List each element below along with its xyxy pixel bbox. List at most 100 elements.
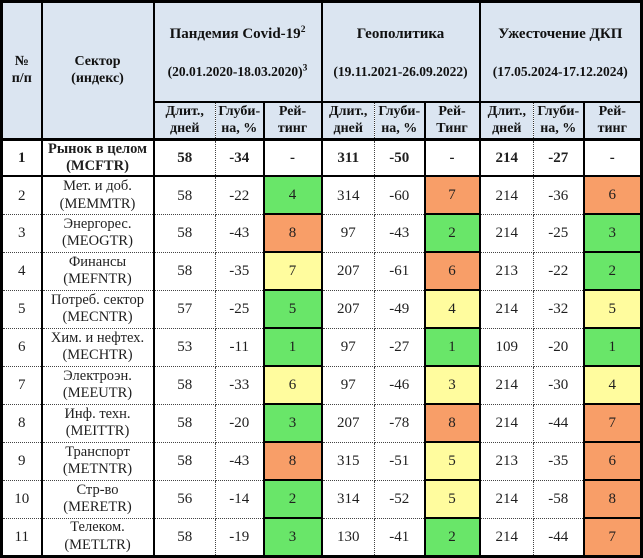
rating-cell: -: [582, 137, 643, 178]
duration-cell: 314: [321, 175, 375, 215]
sector-cell: Инф. техн. (MEITTR): [41, 403, 155, 443]
table-row: 9 Транспорт (METNTR) 58 -43 8 315 -51 5 …: [1, 441, 643, 482]
sector-name: Транспорт: [65, 443, 130, 460]
subheader-duration: Длит., дней: [478, 100, 535, 141]
rating-cell: -: [423, 137, 481, 178]
rating-cell: 5: [582, 289, 643, 330]
duration-cell: 314: [321, 479, 375, 519]
sector-cell: Электроэн. (MEEUTR): [41, 365, 155, 405]
rating-cell: 8: [262, 213, 323, 254]
depth-cell: -49: [374, 289, 425, 329]
sector-index-ticker: (METLTR): [64, 536, 131, 553]
sector-index-ticker: (METNTR): [62, 461, 133, 478]
sector-index-ticker: (MERETR): [63, 499, 132, 516]
depth-cell: -46: [374, 365, 425, 405]
group-period: (17.05.2024-17.12.2024): [492, 64, 628, 79]
duration-cell: 214: [479, 403, 535, 443]
depth-cell: -44: [533, 517, 585, 557]
duration-cell: 207: [321, 289, 375, 329]
sector-index-ticker: (MEOGTR): [62, 233, 133, 250]
rating-cell: 5: [262, 289, 323, 330]
row-number-cell: 7: [1, 365, 43, 405]
depth-cell: -22: [533, 251, 585, 291]
rating-cell: 7: [582, 517, 643, 558]
group-period: (20.01.2020-18.03.2020)3: [167, 63, 308, 79]
sector-index-ticker: (MECHTR): [62, 347, 133, 364]
row-number-cell: 5: [1, 289, 43, 329]
duration-cell: 214: [479, 213, 535, 253]
rating-cell: 1: [262, 327, 323, 368]
sector-name: Мет. и доб.: [63, 178, 132, 195]
sector-cell: Финансы (MEFNTR): [41, 251, 155, 291]
group-title: Пандемия Covid-192: [169, 25, 306, 42]
rating-cell: -: [262, 137, 323, 178]
depth-cell: -43: [215, 441, 264, 481]
rating-cell: 3: [262, 403, 323, 444]
footnote-marker: 2: [300, 25, 306, 35]
group-header-geopolitics: Геополитика (19.11.2021-26.09.2022): [320, 0, 481, 103]
rating-cell: 7: [582, 403, 643, 444]
duration-cell: 58: [153, 213, 216, 253]
depth-cell: -25: [215, 289, 264, 329]
depth-cell: -30: [533, 365, 585, 405]
sector-cell: Потреб. сектор (MECNTR): [41, 289, 155, 329]
sector-name: Финансы: [68, 253, 127, 270]
rating-cell: 2: [582, 251, 643, 292]
depth-cell: -34: [215, 137, 264, 178]
subheader-depth: Глуби- на, %: [215, 100, 265, 141]
duration-cell: 214: [479, 289, 535, 329]
depth-cell: -11: [215, 327, 264, 367]
duration-cell: 58: [153, 175, 216, 215]
depth-cell: -44: [533, 403, 585, 443]
duration-cell: 97: [321, 213, 375, 253]
row-number-cell: 1: [1, 137, 43, 178]
group-header-covid: Пандемия Covid-192 (20.01.2020-18.03.202…: [152, 0, 323, 103]
table-row: 6 Хим. и нефтех. (MECHTR) 53 -11 1 97 -2…: [1, 327, 643, 368]
table-body: 1 Рынок в целом (MCFTR) 58 -34 - 311 -50…: [1, 137, 643, 558]
row-number-cell: 8: [1, 403, 43, 443]
row-number-cell: 9: [1, 441, 43, 481]
duration-cell: 214: [479, 175, 535, 215]
table-row: 1 Рынок в целом (MCFTR) 58 -34 - 311 -50…: [1, 137, 643, 178]
duration-cell: 213: [479, 251, 535, 291]
depth-cell: -43: [374, 213, 425, 253]
col-header-num: № п/п: [0, 0, 43, 141]
depth-cell: -32: [533, 289, 585, 329]
depth-cell: -14: [215, 479, 264, 519]
rating-cell: 2: [423, 213, 481, 254]
table-row: 7 Электроэн. (MEEUTR) 58 -33 6 97 -46 3 …: [1, 365, 643, 406]
rating-cell: 7: [423, 175, 481, 216]
group-period: (19.11.2021-26.09.2022): [333, 64, 468, 79]
depth-cell: -22: [215, 175, 264, 215]
row-number-cell: 11: [1, 517, 43, 557]
sector-name: Хим. и нефтех.: [50, 329, 145, 346]
row-number-cell: 3: [1, 213, 43, 253]
sector-cell: Энергорес. (MEOGTR): [41, 213, 155, 253]
duration-cell: 214: [479, 365, 535, 405]
sector-cell: Транспорт (METNTR): [41, 441, 155, 481]
table-row: 5 Потреб. сектор (MECNTR) 57 -25 5 207 -…: [1, 289, 643, 330]
depth-cell: -35: [533, 441, 585, 481]
rating-cell: 3: [582, 213, 643, 254]
sector-cell: Хим. и нефтех. (MECHTR): [41, 327, 155, 367]
footnote-marker: 3: [302, 63, 308, 74]
depth-cell: -36: [533, 175, 585, 215]
sector-cell: Рынок в целом (MCFTR): [41, 137, 155, 178]
duration-cell: 130: [321, 517, 375, 557]
subheader-rating: Рей- Тинг: [423, 100, 481, 141]
duration-cell: 207: [321, 251, 375, 291]
duration-cell: 58: [153, 251, 216, 291]
table-header: № п/п Сектор (индекс) Пандемия Covid-192…: [0, 0, 643, 141]
depth-cell: -25: [533, 213, 585, 253]
duration-cell: 58: [153, 137, 216, 178]
group-header-dkp-tightening: Ужесточение ДКП (17.05.2024-17.12.2024): [478, 0, 643, 103]
rating-cell: 3: [423, 365, 481, 406]
sector-name: Инф. техн.: [64, 405, 131, 422]
rating-cell: 4: [582, 365, 643, 406]
row-number-cell: 2: [1, 175, 43, 215]
subheader-duration: Длит., дней: [320, 100, 375, 141]
depth-cell: -27: [533, 137, 585, 178]
sector-index-ticker: (MEFNTR): [63, 271, 132, 288]
rating-cell: 6: [423, 251, 481, 292]
rating-cell: 8: [423, 403, 481, 444]
